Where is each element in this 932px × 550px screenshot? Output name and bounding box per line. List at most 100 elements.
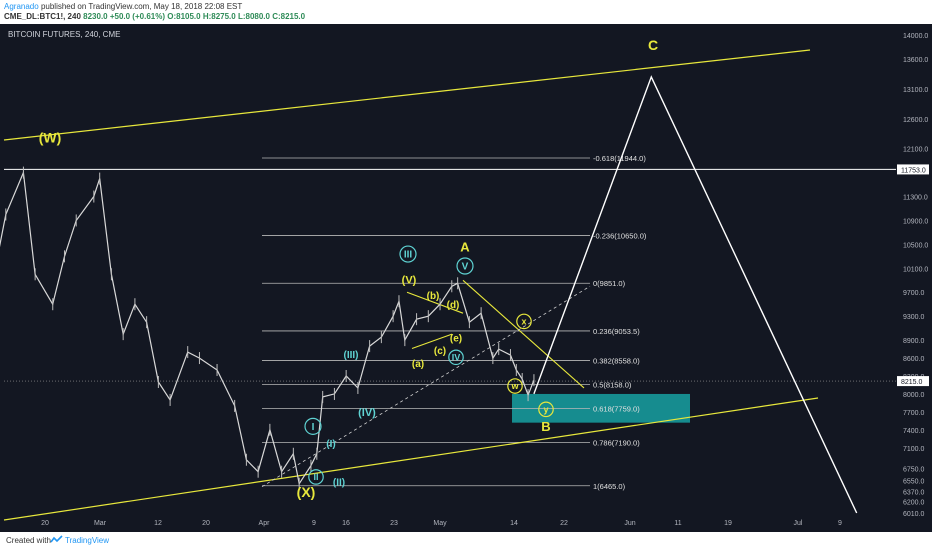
wave-label: (c) [434,346,446,357]
created-with-text: Created with [6,536,51,545]
wedge-upper-line [462,279,585,389]
time-tick-label: 20 [41,520,49,527]
time-tick-label: 16 [342,520,350,527]
chart[interactable]: BITCOIN FUTURES, 240, CME 14000.0 13600.0 1… [0,24,932,532]
wave-label-circle [507,378,523,394]
wave-label: (e) [450,333,462,344]
symbol-name: CME_DL:BTC1!, 240 [4,12,81,21]
fib-level-label: 0.382(8558.0) [593,357,640,366]
price-tick-label: 6550.0 [903,479,925,486]
last-price-label: 8215.0 [901,379,923,386]
time-tick-label: 12 [154,520,162,527]
wave-label-circle [538,401,554,418]
fib-level-label: 0.5(8158.0) [593,380,632,389]
fib-level-label: 0(9851.0) [593,279,626,288]
wave-label: II [313,472,318,482]
time-tick-label: 22 [560,520,568,527]
price-tick-label: 13600.0 [903,57,928,64]
wave-label: IV [452,352,461,362]
price-tick-label: 7400.0 [903,428,925,435]
wave-label: I [312,422,315,433]
price-tick-label: 7100.0 [903,446,925,453]
published-text: published on TradingView.com, May 18, 20… [40,2,243,11]
wave-label: (a) [412,359,424,370]
time-tick-label: May [433,520,447,527]
footer: Created with TradingView [0,532,932,550]
wave-label: C [648,37,658,53]
last-price: 8230.0 [83,12,108,21]
publish-info: Agranado published on TradingView.com, M… [4,2,242,11]
wave-label: (III) [344,350,359,361]
wave-label: (W) [39,130,62,146]
wave-label: x [521,317,526,327]
price-tick-label: 8600.0 [903,356,925,363]
price-series [0,166,535,490]
fib-level-label: -0.236(10650.0) [593,231,647,240]
price-tick-label: 11300.0 [903,195,928,202]
wave-label: (I) [326,439,335,450]
fib-retracement: -0.618(11944.0) -0.236(10650.0) 0(9851.0) 0… [262,154,647,491]
author-link[interactable]: Agranado [4,2,39,11]
price-tick-label: 13100.0 [903,87,928,94]
price-tick-label: 7700.0 [903,410,925,417]
time-tick-label: Mar [94,520,107,527]
tradingview-logo-icon [50,535,63,543]
time-tick-label: Jun [624,520,635,527]
price-tick-label: 9300.0 [903,314,925,321]
wave-label-circle [448,349,464,366]
time-tick-label: 9 [838,520,842,527]
resistance-price-tag [897,164,929,175]
resistance-price-label: 11753.0 [901,167,926,174]
wave-label-circle [516,313,532,330]
wave-label-circle [308,469,324,485]
price-tick-label: 6010.0 [903,511,925,518]
wedge-a-line [411,333,453,349]
time-tick-label: 14 [510,520,518,527]
time-tick-label: 23 [390,520,398,527]
trend-dashed-line [261,285,591,488]
price-tick-label: 6370.0 [903,489,925,496]
price-tick-label: 10100.0 [903,266,928,273]
chart-title: BITCOIN FUTURES, 240, CME [8,30,120,39]
time-tick-label: Apr [259,520,271,527]
time-axis: 20 Mar 12 20 Apr 9 16 23 May 14 22 Jun 11 19 Jul 9 [41,520,842,527]
wave-label-circle [399,245,417,263]
time-tick-label: 19 [724,520,732,527]
wave-label: y [543,404,548,414]
wave-label: (II) [333,477,345,488]
last-price-tag [897,376,929,387]
price-tick-label: 12600.0 [903,117,928,124]
symbol-info: CME_DL:BTC1!, 240 8230.0 +50.0 (+0.61%) … [4,12,305,21]
wave-label: (d) [447,300,460,311]
wave-label: A [460,240,470,255]
wave-labels: (W)(X)(Y)ABCIIIIIIIVV(I)(II)(III)(IV)(V)… [39,37,658,500]
time-tick-label: Jul [794,520,803,527]
wave-label: (X) [297,484,316,500]
price-tick-label: 10500.0 [903,242,928,249]
wave-label: w [510,381,519,391]
time-tick-label: 9 [312,520,316,527]
wave-label: V [462,262,469,273]
price-change: +50.0 (+0.61%) [109,12,165,21]
time-tick-label: 11 [674,520,681,527]
tradingview-link[interactable]: TradingView [65,536,110,545]
wave-label: III [404,250,413,261]
wave-label: (b) [427,291,440,302]
fib-level-label: 0.786(7190.0) [593,438,640,447]
wave-label: B [541,419,550,434]
price-tick-label: 8000.0 [903,392,925,399]
price-tick-label: 8900.0 [903,338,925,345]
price-line [0,170,535,486]
wave-label: (V) [402,274,417,286]
fib-level-label: 0.618(7759.0) [593,404,640,413]
fib-level-label: 1(6465.0) [593,482,626,491]
price-tick-label: 14000.0 [903,33,928,40]
price-tick-label: 6200.0 [903,500,925,507]
fib-level-label: -0.618(11944.0) [593,154,646,163]
price-tick-label: 10900.0 [903,218,928,225]
channel-upper-line [3,49,811,141]
ohlc-values: O:8105.0 H:8275.0 L:8080.0 C:8215.0 [167,12,306,21]
time-tick-label: 20 [202,520,210,527]
price-tick-label: 9700.0 [903,290,925,297]
chart-background [0,24,932,532]
